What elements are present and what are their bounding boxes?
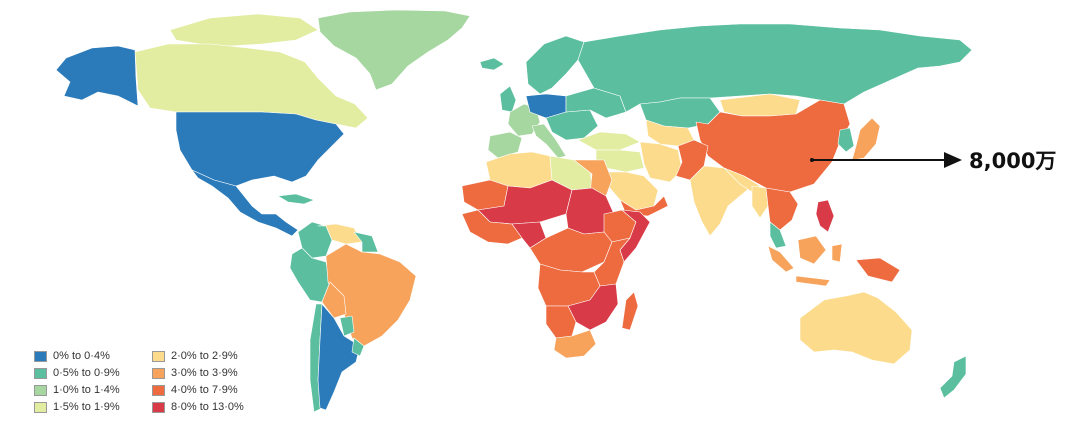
greenland [317, 9, 471, 91]
legend-swatch [152, 401, 165, 413]
legend-label: 1·0% to 1·4% [53, 384, 120, 396]
alaska [55, 45, 139, 107]
new-zealand [939, 355, 967, 399]
legend-swatch [34, 401, 47, 413]
legend-label: 2·0% to 2·9% [171, 350, 238, 362]
legend-item: 3·0% to 3·9% [152, 366, 272, 380]
legend-label: 0% to 0·4% [53, 350, 110, 362]
thailand-indochina [765, 187, 799, 231]
india [689, 165, 753, 237]
legend-item: 2·0% to 2·9% [152, 349, 272, 363]
legend-swatch [34, 384, 47, 396]
legend-item: 8·0% to 13·0% [152, 400, 272, 414]
legend-item: 0·5% to 0·9% [34, 366, 152, 380]
iceland [479, 57, 505, 71]
paraguay [339, 315, 355, 337]
philippines [815, 199, 835, 233]
uk [499, 85, 517, 113]
sulawesi [831, 243, 843, 263]
legend-swatch [34, 367, 47, 379]
java [795, 275, 831, 287]
canada-arctic-islands [169, 13, 319, 47]
annotation-arrow [810, 152, 962, 168]
countries [55, 9, 973, 413]
legend-swatch [34, 350, 47, 362]
south-africa [553, 329, 597, 359]
korea [837, 127, 855, 153]
japan [851, 117, 881, 161]
uruguay [351, 337, 365, 357]
legend: 0% to 0·4% 2·0% to 2·9% 0·5% to 0·9% 3·0… [34, 349, 272, 414]
legend-label: 0·5% to 0·9% [53, 367, 120, 379]
mexico [191, 169, 299, 237]
madagascar [621, 291, 639, 331]
scandinavia [525, 35, 585, 95]
legend-item: 1·0% to 1·4% [34, 383, 152, 397]
sumatra [767, 245, 795, 273]
western-sahara-mauritania [461, 179, 509, 211]
zambia-mozambique [567, 283, 619, 331]
papua [855, 257, 901, 283]
legend-swatch [152, 367, 165, 379]
legend-label: 4·0% to 7·9% [171, 384, 238, 396]
guianas [353, 231, 379, 253]
mongolia [719, 93, 801, 117]
venezuela [317, 223, 363, 245]
legend-label: 1·5% to 1·9% [53, 401, 120, 413]
australia [799, 291, 913, 365]
legend-item: 0% to 0·4% [34, 349, 152, 363]
myanmar [751, 185, 769, 219]
argentina [317, 303, 361, 411]
italy [531, 123, 567, 159]
arrow-origin-dot [810, 158, 814, 162]
legend-swatch [152, 350, 165, 362]
cuba [277, 193, 315, 205]
iberia [487, 131, 523, 159]
borneo [797, 235, 827, 265]
legend-item: 4·0% to 7·9% [152, 383, 272, 397]
population-annotation: 8,000万 [969, 149, 1057, 173]
legend-label: 3·0% to 3·9% [171, 367, 238, 379]
legend-swatch [152, 384, 165, 396]
legend-item: 1·5% to 1·9% [34, 400, 152, 414]
malay-peninsula [769, 221, 787, 249]
legend-label: 8·0% to 13·0% [171, 401, 244, 413]
